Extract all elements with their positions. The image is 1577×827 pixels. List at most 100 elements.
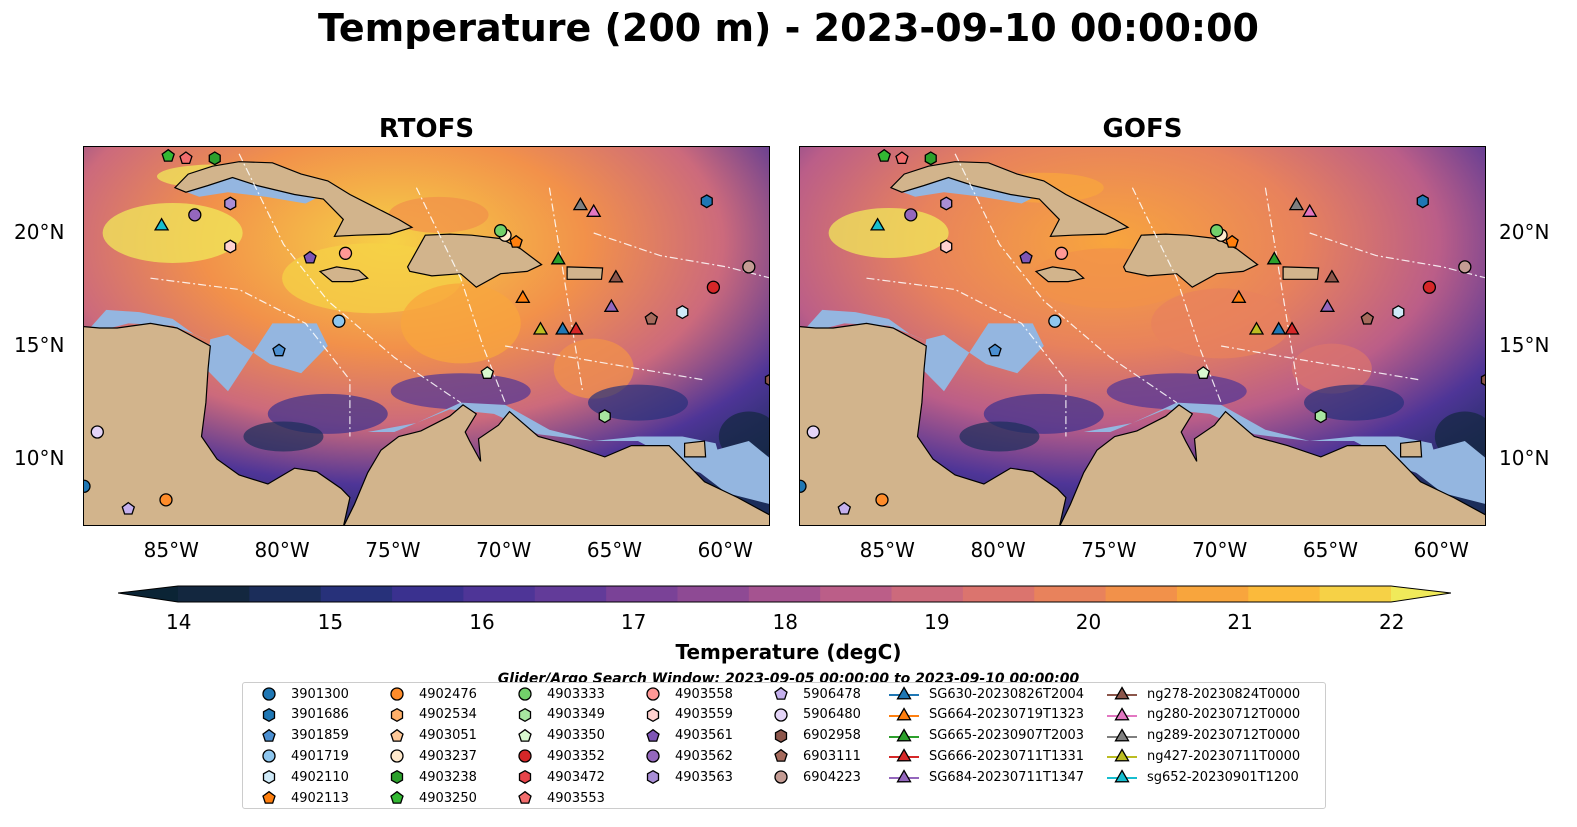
legend-label: sg652-20230901T1200	[1147, 769, 1299, 785]
obs-marker-4903561	[303, 250, 317, 264]
obs-marker-4902113	[1225, 234, 1239, 248]
x-tick-label: 80°W	[970, 538, 1026, 562]
colorbar	[117, 584, 1452, 604]
obs-marker-SG630-20230826T2004	[555, 321, 571, 335]
colorbar-tick-label: 20	[1075, 610, 1102, 634]
colorbar-bin	[320, 586, 393, 602]
colorbar-tick-label: 19	[924, 610, 950, 634]
obs-marker-SG666-20230711T1331	[568, 321, 584, 335]
legend-label: SG665-20230907T2003	[929, 728, 1085, 744]
legend-label: 6904223	[803, 769, 861, 785]
legend-marker-icon	[889, 727, 919, 742]
colorbar-tick-label: 17	[620, 610, 647, 634]
figure-title: Temperature (200 m) - 2023-09-10 00:00:0…	[317, 6, 1259, 50]
y-tick-label-right: 15°N	[1499, 333, 1550, 358]
legend-item: 4903553	[511, 789, 605, 807]
legend-marker-icon	[518, 790, 532, 804]
obs-marker-3901686	[700, 194, 713, 209]
colorbar-tick-label: 18	[772, 610, 798, 634]
colorbar-bin	[178, 586, 250, 602]
obs-marker-4903238	[924, 151, 937, 166]
legend-marker-icon	[646, 707, 660, 722]
legend-label: 4903553	[547, 790, 605, 806]
obs-marker-4901719	[332, 314, 346, 328]
legend-label: 4902110	[291, 769, 349, 785]
legend-marker-icon	[390, 687, 404, 701]
obs-marker-3901859	[988, 343, 1002, 357]
legend-label: 4903472	[547, 769, 605, 785]
legend-marker-icon	[390, 749, 404, 764]
legend-label: 4903563	[675, 769, 733, 785]
colorbar-tick-label: 21	[1227, 610, 1253, 634]
legend-marker-icon	[390, 770, 404, 785]
legend-item: 5906480	[767, 706, 861, 724]
land	[566, 266, 604, 280]
x-tick-label: 80°W	[254, 538, 310, 562]
obs-marker-ng280-20230712T0000	[1302, 203, 1318, 217]
legend-label: ng427-20230711T0000	[1147, 748, 1301, 764]
legend-item: 4903563	[639, 768, 733, 786]
eez-boundary	[150, 277, 351, 437]
legend-item: 3901686	[255, 706, 349, 724]
colorbar-bin	[249, 586, 322, 602]
legend-item: 3901859	[255, 727, 349, 745]
legend-label: 4903561	[675, 728, 733, 744]
obs-marker-SG684-20230711T1347	[603, 298, 620, 312]
legend-label: 4903352	[547, 748, 605, 764]
legend-item: SG664-20230719T1323	[887, 706, 1084, 724]
land	[318, 266, 369, 283]
legend-item: sg652-20230901T1200	[1105, 768, 1299, 786]
legend: 3901300 3901686 3901859 4901719 4902110 49021…	[242, 682, 1326, 809]
legend-label: 3901300	[291, 686, 349, 702]
colorbar-extend-low	[118, 586, 178, 602]
legend-marker-icon	[889, 706, 919, 721]
x-tick-label: 70°W	[1192, 538, 1248, 562]
eez-boundary	[1220, 345, 1421, 381]
legend-marker-icon	[774, 749, 788, 763]
land	[889, 161, 1130, 237]
obs-marker-6902958	[1480, 374, 1485, 386]
cool-anomaly	[243, 421, 324, 452]
legend-label: SG666-20230711T1331	[929, 748, 1085, 764]
legend-item: 4903350	[511, 727, 605, 745]
eez-boundary	[954, 153, 1178, 404]
legend-label: 4903051	[419, 728, 477, 744]
eez-boundary	[548, 187, 584, 392]
obs-marker-3901300	[800, 479, 807, 493]
legend-item: 4902110	[255, 768, 349, 786]
land	[1059, 404, 1485, 525]
colorbar-label: Temperature (degC)	[675, 640, 902, 664]
legend-item: SG684-20230711T1347	[887, 768, 1084, 786]
legend-marker-icon	[774, 708, 788, 722]
x-tick-label: 70°W	[476, 538, 532, 562]
legend-label: 3901686	[291, 707, 349, 723]
obs-marker-SG666-20230711T1331	[1284, 321, 1300, 335]
colorbar-extend-high	[1391, 586, 1451, 602]
legend-label: 4903558	[675, 686, 733, 702]
obs-marker-3901859	[272, 343, 286, 357]
shallow-shelf	[1083, 402, 1443, 482]
x-tick-label: 60°W	[1413, 538, 1469, 562]
obs-marker-6904223	[1458, 260, 1472, 274]
warm-anomaly	[102, 202, 243, 263]
obs-marker-ng278-20230824T0000	[608, 269, 624, 283]
warm-anomaly	[1291, 343, 1372, 394]
eez-boundary	[504, 345, 705, 381]
legend-label: SG664-20230719T1323	[929, 707, 1085, 723]
colorbar-bin	[1105, 586, 1178, 602]
colorbar-bin	[463, 586, 536, 602]
obs-marker-4903562	[904, 208, 918, 222]
legend-item: 6902958	[767, 727, 861, 745]
obs-marker-SG684-20230711T1347	[1319, 298, 1336, 312]
panel-title-gofs: GOFS	[1102, 114, 1183, 144]
legend-marker-icon	[774, 686, 788, 700]
legend-label: 6903111	[803, 748, 861, 764]
cool-anomaly	[1304, 384, 1405, 421]
x-tick-label: 85°W	[859, 538, 915, 562]
legend-label: 5906480	[803, 707, 861, 723]
land	[406, 233, 543, 288]
obs-marker-4903352	[706, 280, 721, 294]
obs-marker-sg652-20230901T1200	[869, 217, 886, 231]
obs-marker-SG665-20230907T2003	[1266, 251, 1282, 265]
obs-marker-4903350	[1196, 366, 1211, 379]
